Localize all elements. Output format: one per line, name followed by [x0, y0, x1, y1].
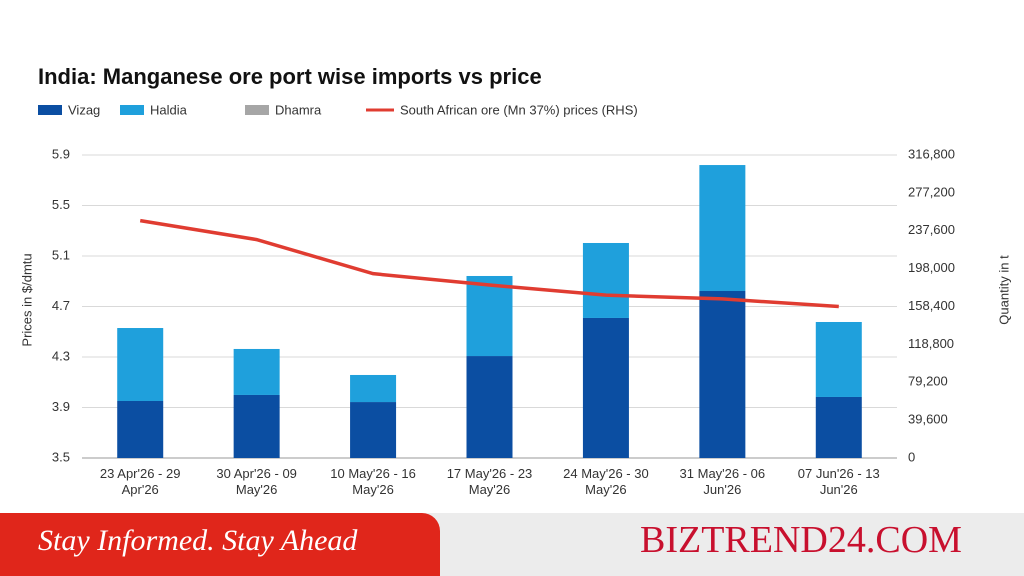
y2-tick-label: 39,600	[908, 412, 948, 427]
bar-segment	[815, 321, 862, 397]
x-tick-label: 30 Apr'26 - 09 May'26	[216, 466, 297, 497]
y2-tick-label: 316,800	[908, 146, 955, 161]
y-tick-label: 4.7	[52, 298, 70, 313]
y2-tick-label: 198,000	[908, 260, 955, 275]
legend-swatch	[245, 105, 269, 115]
y2-axis-title: Quantity in t	[996, 255, 1011, 325]
y2-tick-label: 158,400	[908, 298, 955, 313]
y2-tick-label: 118,800	[908, 336, 954, 351]
brand: BIZTREND24.COM	[640, 519, 962, 561]
y-tick-label: 5.1	[52, 247, 70, 262]
y2-tick-label: 79,200	[908, 374, 948, 389]
legend-label: South African ore (Mn 37%) prices (RHS)	[400, 102, 638, 117]
chart-title: India: Manganese ore port wise imports v…	[38, 64, 542, 89]
y2-tick-label: 237,600	[908, 222, 955, 237]
bar-segment	[582, 317, 629, 458]
bar-segment	[699, 165, 746, 292]
y-tick-label: 5.5	[52, 197, 70, 212]
y-tick-label: 4.3	[52, 348, 70, 363]
y-tick-label: 5.9	[52, 146, 70, 161]
x-tick-label: 23 Apr'26 - 29 Apr'26	[99, 466, 181, 497]
bar-segment	[815, 396, 862, 458]
y2-tick-label: 277,200	[908, 184, 955, 199]
bar-segment	[466, 356, 513, 458]
x-tick-label: 07 Jun'26 - 13 Jun'26	[797, 466, 880, 497]
y-axis-title: Prices in $/dmtu	[19, 253, 34, 346]
x-tick-label: 31 May'26 - 06 Jun'26	[679, 466, 766, 497]
bar-segment	[582, 242, 629, 318]
bar-segment	[350, 374, 397, 403]
legend-label: Vizag	[68, 102, 100, 117]
bar-segment	[233, 348, 280, 395]
y-tick-label: 3.5	[52, 449, 70, 464]
legend-swatch	[120, 105, 144, 115]
legend-label: Dhamra	[275, 102, 322, 117]
y2-tick-label: 0	[908, 449, 915, 464]
legend-swatch	[38, 105, 62, 115]
x-tick-label: 17 May'26 - 23 May'26	[446, 466, 533, 497]
price-line	[139, 218, 839, 309]
chart: India: Manganese ore port wise imports v…	[19, 64, 1011, 465]
legend-label: Haldia	[150, 102, 188, 117]
x-tick-label: 10 May'26 - 16 May'26	[330, 466, 416, 497]
bar-segment	[117, 400, 164, 458]
bar-segment	[466, 275, 513, 357]
bar-segment	[117, 328, 164, 401]
bar-segment	[350, 402, 397, 458]
bar-segment	[699, 291, 746, 458]
x-tick-label: 24 May'26 - 30 May'26	[563, 466, 649, 497]
bar-segment	[233, 394, 280, 458]
y-tick-label: 3.9	[52, 399, 70, 414]
tagline: Stay Informed. Stay Ahead	[0, 513, 440, 576]
footer-banner: Stay Informed. Stay Ahead BIZTREND24.COM	[0, 513, 1024, 576]
